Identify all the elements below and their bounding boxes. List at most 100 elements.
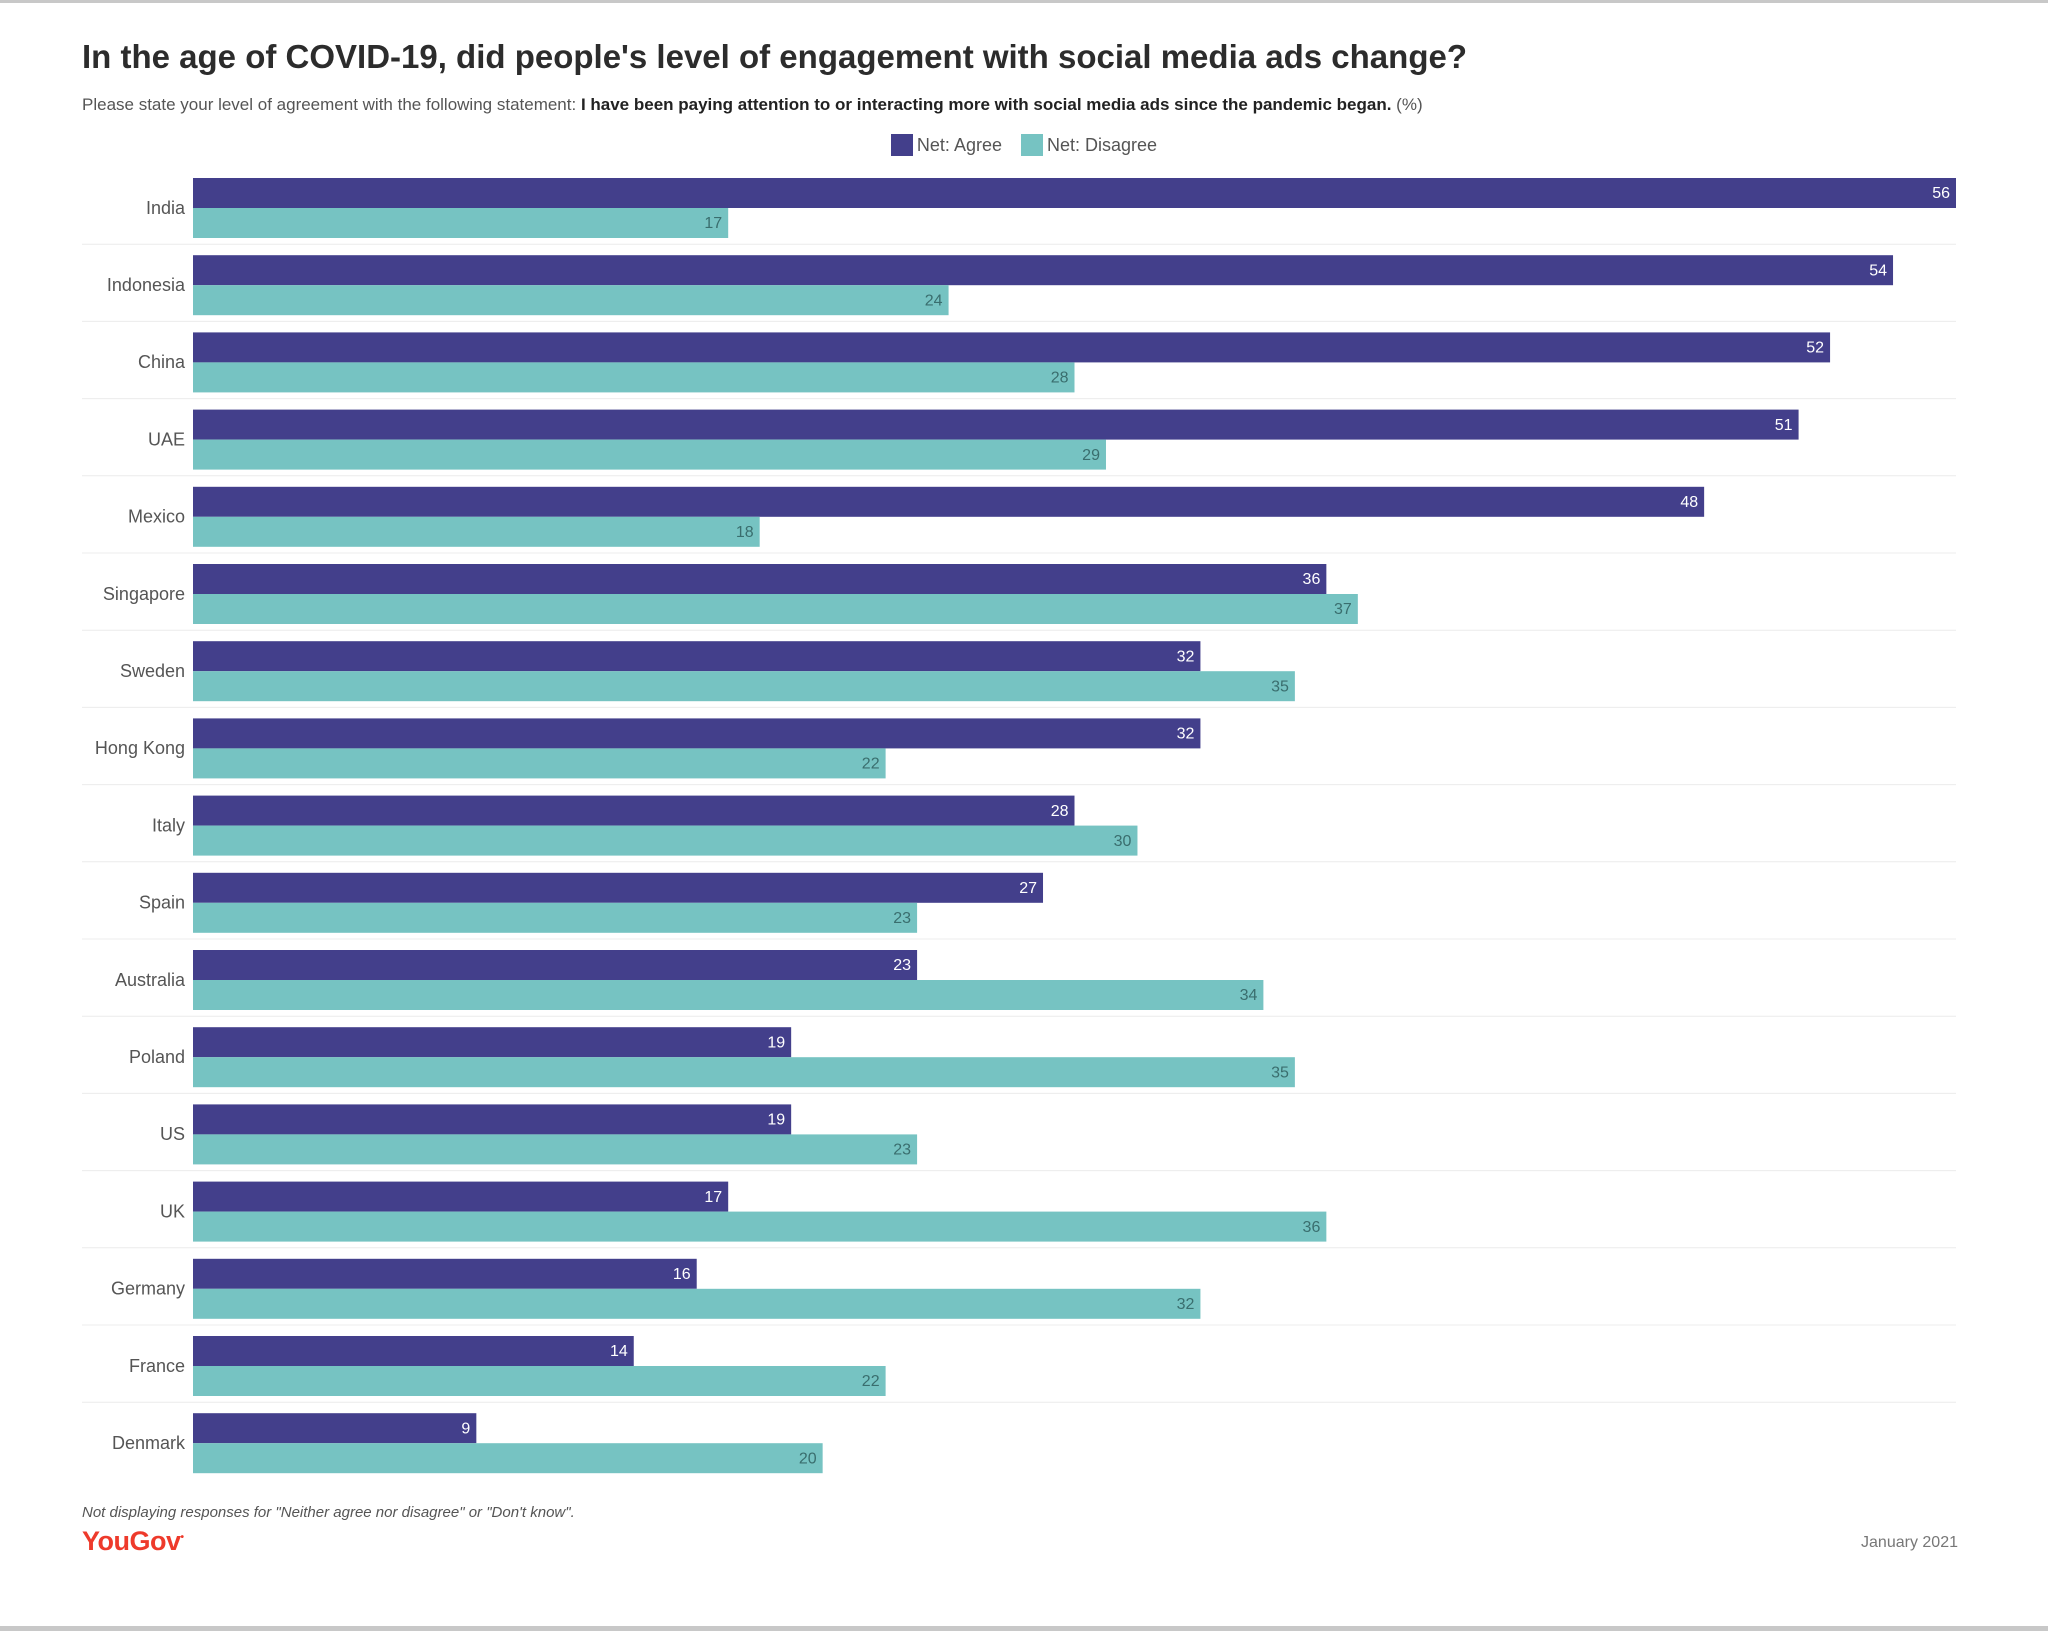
data-label-agree-australia: 23 <box>893 957 911 974</box>
footnote: Not displaying responses for "Neither ag… <box>82 1504 575 1521</box>
data-label-agree-uae: 51 <box>1775 417 1793 434</box>
bar-agree-us[interactable] <box>193 1104 792 1135</box>
bar-disagree-australia[interactable] <box>193 980 1264 1010</box>
data-label-disagree-singapore: 37 <box>1334 601 1352 618</box>
bar-disagree-indonesia[interactable] <box>193 285 949 316</box>
data-label-disagree-uae: 29 <box>1082 447 1100 464</box>
bar-disagree-us[interactable] <box>193 1134 918 1165</box>
bar-agree-spain[interactable] <box>193 872 1044 903</box>
data-label-disagree-us: 23 <box>893 1142 911 1159</box>
category-label-france: France <box>129 1356 185 1376</box>
bar-agree-france[interactable] <box>193 1336 634 1366</box>
bar-disagree-china[interactable] <box>193 362 1075 393</box>
data-label-disagree-sweden: 35 <box>1271 678 1289 695</box>
chart-subtitle: Please state your level of agreement wit… <box>82 95 1982 115</box>
bar-agree-indonesia[interactable] <box>193 255 1894 286</box>
bar-disagree-germany[interactable] <box>193 1288 1201 1319</box>
category-label-australia: Australia <box>115 970 186 990</box>
data-label-agree-germany: 16 <box>673 1266 691 1283</box>
bar-disagree-spain[interactable] <box>193 902 918 933</box>
bar-agree-mexico[interactable] <box>193 486 1705 517</box>
bar-agree-hong-kong[interactable] <box>193 718 1201 749</box>
bar-agree-germany[interactable] <box>193 1258 697 1289</box>
bar-agree-india[interactable] <box>193 178 1956 208</box>
brand-name: YouGov <box>82 1526 181 1556</box>
data-label-agree-indonesia: 54 <box>1869 262 1887 279</box>
bottom-border <box>0 1626 2048 1631</box>
bar-disagree-italy[interactable] <box>193 825 1138 856</box>
subtitle-prefix: Please state your level of agreement wit… <box>82 95 581 114</box>
chart-title: In the age of COVID-19, did people's lev… <box>82 38 1467 75</box>
legend-swatch-agree <box>890 134 913 156</box>
data-label-disagree-france: 22 <box>862 1373 880 1390</box>
subtitle-statement: I have been paying attention to or inter… <box>580 95 1392 114</box>
category-label-singapore: Singapore <box>103 584 185 604</box>
data-label-agree-china: 52 <box>1806 340 1824 357</box>
legend-swatch-disagree <box>1021 134 1043 156</box>
data-label-disagree-hong-kong: 22 <box>862 756 880 773</box>
category-label-italy: Italy <box>152 815 185 835</box>
data-label-disagree-mexico: 18 <box>736 524 754 541</box>
data-label-agree-sweden: 32 <box>1177 648 1195 665</box>
data-label-agree-spain: 27 <box>1019 880 1037 897</box>
bar-agree-denmark[interactable] <box>193 1413 477 1444</box>
data-label-disagree-indonesia: 24 <box>925 292 943 309</box>
category-label-indonesia: Indonesia <box>107 275 186 295</box>
legend-label-disagree: Net: Disagree <box>1047 134 1158 155</box>
data-label-agree-france: 14 <box>610 1343 628 1360</box>
bar-disagree-uk[interactable] <box>193 1211 1327 1242</box>
category-label-china: China <box>138 352 186 372</box>
top-border <box>0 0 2048 3</box>
bar-disagree-france[interactable] <box>193 1366 886 1396</box>
bar-agree-china[interactable] <box>193 332 1831 363</box>
data-label-disagree-denmark: 20 <box>799 1450 817 1467</box>
bar-disagree-uae[interactable] <box>193 439 1106 470</box>
data-label-agree-denmark: 9 <box>461 1420 470 1437</box>
legend-label-agree: Net: Agree <box>916 134 1002 155</box>
data-label-agree-uk: 17 <box>704 1189 722 1206</box>
category-label-denmark: Denmark <box>112 1433 186 1453</box>
category-label-uae: UAE <box>148 429 185 449</box>
legend-item-agree[interactable]: Net: Agree <box>890 134 1002 156</box>
data-label-agree-mexico: 48 <box>1680 494 1698 511</box>
bar-agree-singapore[interactable] <box>193 564 1327 594</box>
data-label-disagree-china: 28 <box>1051 370 1069 387</box>
bar-agree-sweden[interactable] <box>193 641 1201 672</box>
bar-disagree-singapore[interactable] <box>193 594 1358 624</box>
bar-disagree-india[interactable] <box>193 208 729 238</box>
data-label-agree-italy: 28 <box>1051 803 1069 820</box>
bar-disagree-hong-kong[interactable] <box>193 748 886 779</box>
subtitle-unit: (%) <box>1391 95 1423 114</box>
category-label-sweden: Sweden <box>120 661 185 681</box>
bar-disagree-sweden[interactable] <box>193 671 1295 702</box>
brand-logo[interactable]: YouGov• <box>82 1526 184 1557</box>
data-label-agree-singapore: 36 <box>1303 571 1321 588</box>
data-label-disagree-uk: 36 <box>1303 1219 1321 1236</box>
data-label-agree-india: 56 <box>1932 185 1950 202</box>
data-label-agree-poland: 19 <box>767 1034 785 1051</box>
data-label-agree-hong-kong: 32 <box>1177 726 1195 743</box>
category-label-uk: UK <box>160 1201 185 1221</box>
legend-item-disagree[interactable]: Net: Disagree <box>1021 134 1157 156</box>
data-label-disagree-italy: 30 <box>1114 833 1132 850</box>
publish-date: January 2021 <box>1861 1534 1958 1551</box>
bar-agree-uae[interactable] <box>193 409 1799 440</box>
category-label-spain: Spain <box>139 893 185 913</box>
bar-disagree-denmark[interactable] <box>193 1443 823 1474</box>
bar-disagree-poland[interactable] <box>193 1057 1295 1088</box>
bar-agree-australia[interactable] <box>193 950 918 980</box>
category-label-mexico: Mexico <box>128 507 185 527</box>
data-label-disagree-poland: 35 <box>1271 1064 1289 1081</box>
category-label-us: US <box>160 1124 185 1144</box>
logo-mark: • <box>180 1532 185 1543</box>
bar-agree-uk[interactable] <box>193 1181 729 1212</box>
data-label-disagree-australia: 34 <box>1240 987 1258 1004</box>
category-label-poland: Poland <box>129 1047 185 1067</box>
bar-agree-italy[interactable] <box>193 795 1075 826</box>
category-label-hong-kong: Hong Kong <box>95 738 185 758</box>
bar-disagree-mexico[interactable] <box>193 516 760 547</box>
bar-agree-poland[interactable] <box>193 1027 792 1058</box>
data-label-disagree-spain: 23 <box>893 910 911 927</box>
category-label-india: India <box>146 198 186 218</box>
data-label-disagree-india: 17 <box>704 215 722 232</box>
